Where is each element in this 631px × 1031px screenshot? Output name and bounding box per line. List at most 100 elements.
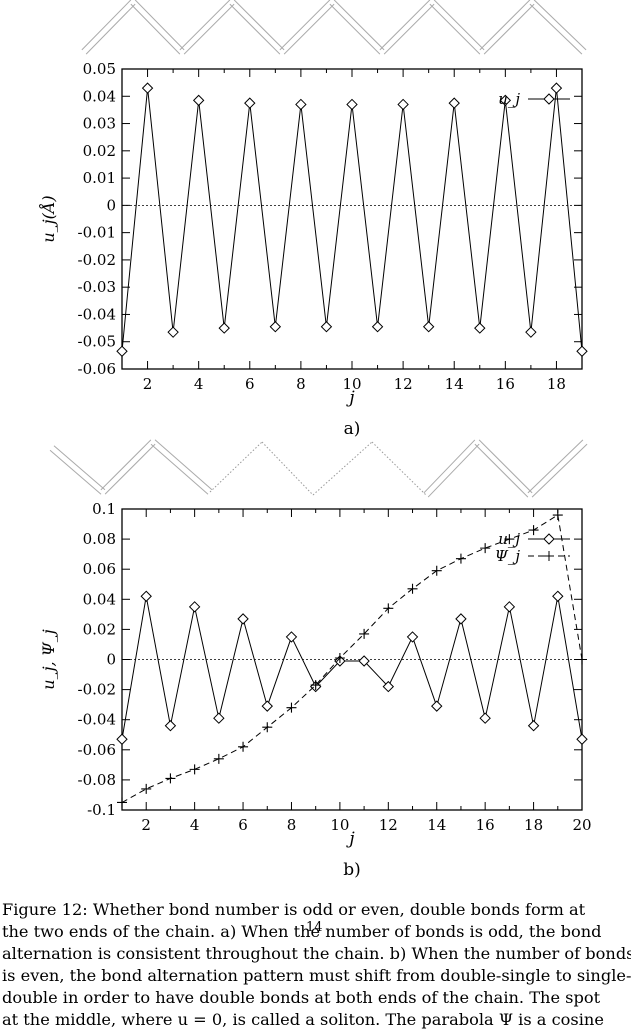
legend-marker (543, 533, 555, 545)
data-point-plus (213, 753, 224, 764)
plot-panel-b: 0.1 0.08 0.06 0.04 0.02 0 -0.02 -0.04 -0.06 -0.08… (39, 500, 592, 880)
data-point-diamond (382, 680, 395, 693)
caption-line: the two ends of the chain. a) When the n… (2, 922, 602, 941)
x-tick-label: 4 (194, 375, 204, 393)
double-bond-line (329, 3, 381, 55)
data-point-plus (262, 722, 273, 733)
double-bond-line (533, 0, 587, 51)
figure-caption: Figure 12: Whether bond number is odd or… (2, 899, 631, 1031)
data-point-plus (528, 525, 539, 536)
panel-label: a) (344, 419, 361, 439)
y-tick-label: 0.04 (83, 590, 116, 608)
x-tick-label: 14 (427, 816, 446, 834)
data-point-diamond (576, 345, 588, 357)
data-point-diamond (164, 720, 177, 732)
double-bond-line (429, 3, 481, 55)
data-point-diamond (213, 712, 225, 724)
data-point-diamond (244, 97, 256, 109)
single-bond (371, 441, 427, 496)
x-tick-label: 12 (379, 816, 398, 834)
figure: 0.05 0.04 0.03 0.02 0.01 0 -0.01 -0.02 -0.03 -0.0… (38, 0, 592, 880)
y-tick-label: -0.08 (78, 771, 116, 789)
data-point-plus (552, 510, 563, 521)
x-tick-label: 18 (524, 816, 543, 834)
double-bond-line (383, 3, 435, 55)
double-bond-line (85, 3, 136, 55)
data-point-diamond (455, 613, 467, 625)
y-tick-label: 0.02 (83, 142, 116, 160)
double-bond-line (233, 0, 285, 51)
double-bond-line (104, 443, 156, 495)
legend-label: u_j (498, 90, 520, 108)
x-tick-label: 8 (287, 816, 297, 834)
legend-marker (544, 551, 554, 561)
y-tick-label: -0.1 (87, 801, 116, 819)
double-bond-line (100, 439, 152, 491)
y-tick-label: -0.01 (78, 224, 116, 242)
chain-diagram-a (81, 0, 587, 55)
y-tick-label: -0.02 (78, 251, 116, 269)
data-point-diamond (474, 322, 486, 334)
data-point-diamond (261, 700, 273, 712)
data-point-diamond (431, 700, 443, 712)
x-axis-label: j (345, 829, 355, 849)
data-point-diamond (550, 82, 563, 94)
data-point-plus (504, 534, 515, 545)
series-line-1 (121, 88, 583, 352)
plot-panel-a: 0.05 0.04 0.03 0.02 0.01 0 -0.01 -0.02 -0.03 -0.0… (38, 60, 588, 439)
caption-line: Figure 12: Whether bond number is odd or… (2, 900, 586, 919)
x-tick-label: 2 (141, 816, 151, 834)
y-tick-label: 0 (106, 651, 116, 669)
double-bond-line (379, 0, 431, 51)
double-bond-line (150, 443, 209, 495)
data-point-plus (286, 702, 297, 713)
y-tick-label: -0.06 (78, 741, 116, 759)
y-tick-label: 0.03 (83, 115, 116, 133)
data-point-plus (141, 783, 152, 794)
x-tick-label: 2 (143, 375, 153, 393)
double-bond-line (433, 0, 485, 51)
data-point-plus (189, 764, 200, 775)
double-bond-line (479, 0, 531, 51)
data-point-plus (407, 583, 418, 594)
data-point-plus (310, 680, 321, 691)
y-tick-label: -0.06 (78, 360, 116, 378)
y-tick-label: 0.08 (83, 530, 116, 548)
data-point-diamond (346, 98, 358, 111)
data-point-plus (383, 603, 394, 614)
panel-label: b) (343, 860, 361, 880)
data-point-plus (577, 654, 587, 665)
double-bond-line (154, 439, 213, 491)
double-bond-line (229, 3, 281, 55)
double-bond-line (279, 0, 331, 51)
y-tick-label: 0.01 (83, 169, 116, 187)
x-tick-label: 18 (547, 375, 566, 393)
double-bond-line (423, 439, 476, 494)
data-point-diamond (527, 720, 540, 732)
chain-diagram-b (49, 439, 588, 498)
x-tick-label: 6 (238, 816, 248, 834)
x-tick-label: 8 (296, 375, 306, 393)
data-point-plus (165, 773, 176, 784)
double-bond-line (49, 449, 102, 495)
double-bond-line (179, 0, 231, 51)
y-tick-label: -0.04 (78, 305, 116, 323)
data-point-diamond (552, 590, 564, 602)
y-tick-label: 0.02 (83, 620, 116, 638)
data-point-diamond (269, 321, 282, 333)
data-point-diamond (406, 631, 419, 643)
x-tick-label: 16 (496, 375, 515, 393)
x-tick-label: 16 (476, 816, 495, 834)
single-bond (312, 441, 373, 496)
data-point-plus (359, 628, 370, 639)
double-bond-line (527, 439, 584, 494)
y-tick-label: -0.04 (78, 711, 116, 729)
x-tick-label: 4 (190, 816, 200, 834)
double-bond-line (53, 445, 106, 491)
data-point-diamond (116, 733, 128, 745)
data-point-diamond (448, 97, 460, 109)
x-tick-label: 10 (330, 816, 349, 834)
data-point-diamond (188, 601, 201, 613)
data-point-diamond (499, 94, 512, 107)
data-point-plus (334, 652, 345, 663)
